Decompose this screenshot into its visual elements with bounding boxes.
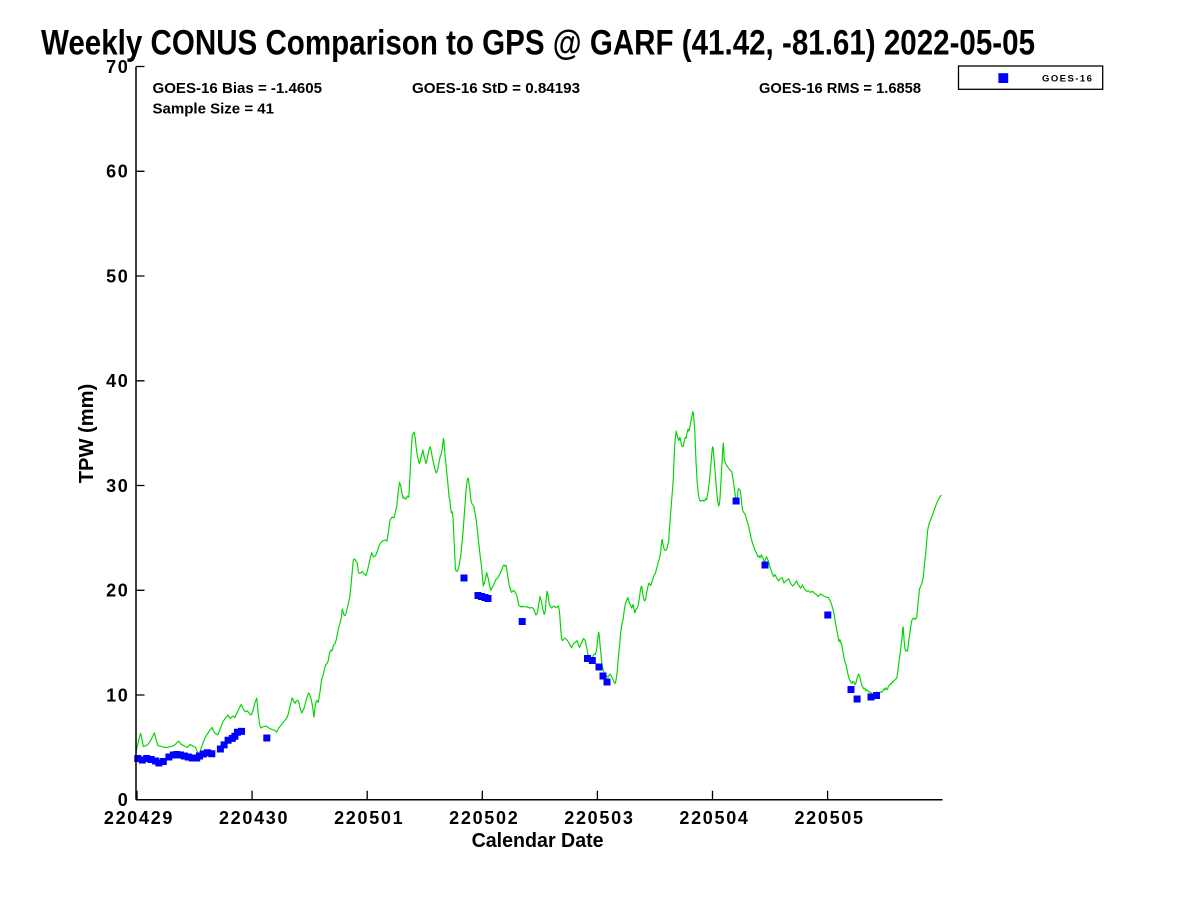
svg-text:220430: 220430 [219,808,289,828]
svg-text:20: 20 [106,581,129,601]
svg-text:40: 40 [106,371,129,391]
svg-text:GOES-16 StD = 0.84193: GOES-16 StD = 0.84193 [412,80,580,97]
svg-text:220505: 220505 [794,808,864,828]
svg-text:220502: 220502 [449,808,519,828]
svg-text:220429: 220429 [104,808,174,828]
svg-text:10: 10 [106,685,129,705]
svg-text:70: 70 [106,57,129,77]
svg-text:TPW (mm): TPW (mm) [76,384,98,484]
svg-text:GOES-16 Bias = -1.4605: GOES-16 Bias = -1.4605 [153,80,323,97]
svg-text:GOES-16 RMS = 1.6858: GOES-16 RMS = 1.6858 [759,80,921,97]
svg-text:220501: 220501 [334,808,404,828]
svg-text:0: 0 [118,790,130,810]
svg-text:30: 30 [106,476,129,496]
svg-text:GOES-16: GOES-16 [1042,73,1093,84]
svg-text:220503: 220503 [564,808,634,828]
svg-text:60: 60 [106,162,129,182]
svg-text:Calendar Date: Calendar Date [472,830,604,852]
svg-text:Sample Size = 41: Sample Size = 41 [153,101,275,118]
svg-text:50: 50 [106,266,129,286]
svg-text:Weekly CONUS Comparison to GPS: Weekly CONUS Comparison to GPS @ GARF (4… [41,24,1035,63]
svg-text:220504: 220504 [679,808,749,828]
